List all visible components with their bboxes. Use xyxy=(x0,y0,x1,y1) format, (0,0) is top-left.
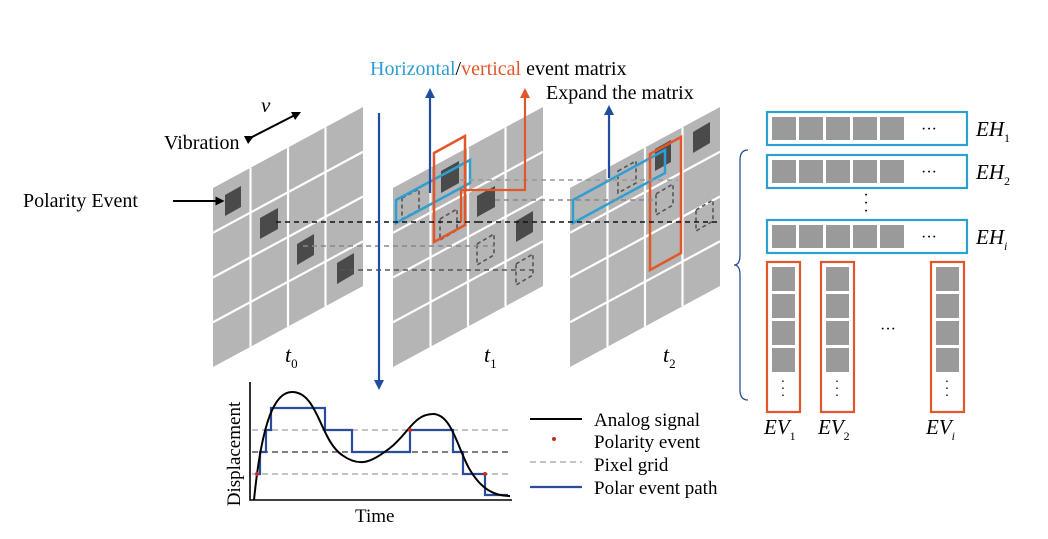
eh-vertical-ellipsis: · xyxy=(863,187,868,204)
polarity-event-cell xyxy=(337,253,354,284)
horizontal-matrix-highlight xyxy=(394,157,472,226)
polarity-event-cell xyxy=(260,208,278,239)
frame-t0-grid-lines xyxy=(212,127,364,347)
ev-column-i: · · · xyxy=(929,260,966,414)
matrix-bracket xyxy=(733,149,749,401)
svg-text:·: · xyxy=(945,389,950,404)
svg-text:·: · xyxy=(835,389,840,404)
eh-row-frame xyxy=(765,218,969,255)
time-label-t1: t1 xyxy=(484,342,497,371)
expand-label: Expand the matrix xyxy=(546,82,694,104)
signal-plot: Displacement Time xyxy=(224,382,512,527)
ev-label-2: EV2 xyxy=(817,415,850,443)
plot-axes xyxy=(249,382,512,501)
legend-analog-signal: Analog signal xyxy=(594,410,700,431)
polarity-event-dots xyxy=(255,428,487,476)
ev-label-1: EV1 xyxy=(763,415,796,443)
eh-row-frame xyxy=(765,153,969,190)
ev-column-frame xyxy=(819,260,856,414)
eh-ellipsis: ··· xyxy=(921,121,937,138)
previous-event-markers xyxy=(401,187,534,287)
ev-column-frame xyxy=(929,260,966,414)
eh-row-2: ··· xyxy=(765,153,969,190)
analog-signal-curve xyxy=(253,390,511,501)
eh-ellipsis: ··· xyxy=(921,164,937,181)
eh-vertical-ellipsis: · xyxy=(863,203,868,220)
legend-swatch-polarity-event xyxy=(552,437,556,441)
legend-pixel-grid: Pixel grid xyxy=(594,455,669,476)
eh-label-i: EHi xyxy=(975,225,1007,253)
time-label-t0: t0 xyxy=(285,342,298,371)
frame-t1 xyxy=(392,107,544,367)
eh-label-1: EH1 xyxy=(975,117,1010,145)
ev-label-i: EVi xyxy=(925,415,955,443)
plot-legend: Analog signal Polarity event Pixel grid … xyxy=(530,410,718,499)
previous-event-markers xyxy=(617,159,714,233)
frame-t2 xyxy=(569,107,721,367)
svg-text:·: · xyxy=(835,375,840,390)
eh-row-frame xyxy=(765,110,969,147)
matrix-title: Horizontal/vertical event matrix xyxy=(370,58,627,80)
ev-horizontal-ellipsis: ··· xyxy=(880,321,896,338)
eh-row-1: ··· xyxy=(765,110,969,147)
svg-text:·: · xyxy=(945,382,950,397)
vertical-expand-arrow xyxy=(459,88,530,222)
polarity-event-label: Polarity Event xyxy=(23,190,138,212)
event-connection-lines xyxy=(276,179,720,271)
horizontal-matrix-highlight xyxy=(571,147,667,226)
vertical-matrix-highlight xyxy=(432,133,467,245)
polarity-event-cell xyxy=(477,186,495,217)
velocity-label: v xyxy=(261,93,271,117)
ev-column-1: · · · xyxy=(765,260,802,414)
ev-column-frame xyxy=(765,260,802,414)
polarity-event-cell xyxy=(516,211,533,242)
y-axis-label: Displacement xyxy=(224,401,245,506)
polar-event-path xyxy=(257,406,508,497)
svg-text:·: · xyxy=(781,375,786,390)
vibration-arrow xyxy=(243,111,302,145)
eh-vertical-ellipsis: · xyxy=(863,195,868,212)
legend-polarity-event: Polarity event xyxy=(594,432,701,453)
vertical-matrix-highlight xyxy=(648,134,683,273)
vibration-label: Vibration xyxy=(164,132,239,154)
frame-t1-grid-lines xyxy=(392,127,544,347)
svg-text:·: · xyxy=(781,389,786,404)
polarity-event-cell xyxy=(693,122,710,153)
eh-row-i: ··· xyxy=(765,218,969,255)
time-label-t2: t2 xyxy=(663,342,676,371)
polarity-event-cell xyxy=(297,234,314,265)
svg-text:·: · xyxy=(835,382,840,397)
polarity-event-cell xyxy=(225,186,241,216)
frame-t0 xyxy=(212,107,364,367)
legend-polar-event-path: Polar event path xyxy=(594,478,718,499)
frame-t2-grid-lines xyxy=(569,127,721,347)
eh-label-2: EH2 xyxy=(975,160,1010,188)
svg-text:·: · xyxy=(781,382,786,397)
x-axis-label: Time xyxy=(355,506,394,527)
ev-column-2: · · · xyxy=(819,260,856,414)
svg-text:·: · xyxy=(945,375,950,390)
eh-ellipsis: ··· xyxy=(921,229,937,246)
